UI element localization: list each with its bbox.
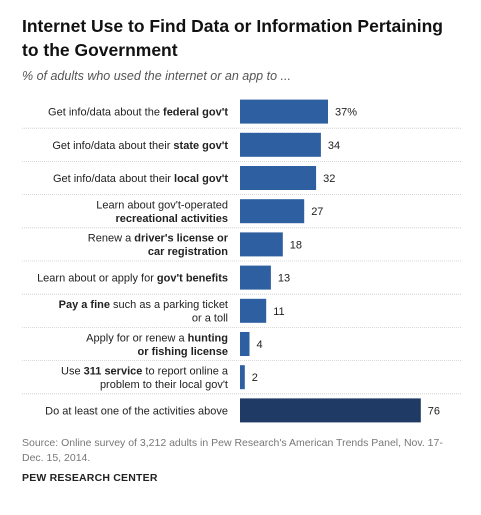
value-label: 37% bbox=[335, 107, 357, 119]
value-label: 2 bbox=[252, 372, 258, 384]
category-label-segment: gov't benefits bbox=[157, 273, 228, 285]
category-label-segment: or fishing license bbox=[138, 346, 228, 358]
category-label-segment: Get info/data about their bbox=[52, 140, 173, 152]
category-label-segment: to report online a bbox=[142, 366, 228, 378]
category-label-segment: recreational activities bbox=[115, 213, 228, 225]
bar bbox=[240, 133, 321, 157]
bar-row: Get info/data about their state gov't 34 bbox=[22, 133, 462, 162]
organization-name: PEW RESEARCH CENTER bbox=[22, 472, 158, 484]
category-label: Get info/data about the federal gov't bbox=[48, 107, 228, 119]
value-label: 32 bbox=[323, 173, 335, 185]
bar-row: Do at least one of the activities above 7… bbox=[45, 398, 440, 422]
bar bbox=[240, 332, 250, 356]
category-label: Get info/data about their local gov't bbox=[53, 173, 228, 185]
category-label-segment: Apply for or renew a bbox=[86, 332, 188, 344]
value-label: 76 bbox=[428, 405, 440, 417]
bar-row: Apply for or renew a hunting or fishing l… bbox=[22, 332, 462, 361]
category-label: Learn about gov't-operated recreational a… bbox=[96, 200, 228, 226]
bar-row: Use 311 service to report online a proble… bbox=[22, 365, 462, 394]
value-label: 34 bbox=[328, 140, 340, 152]
category-label: Use 311 service to report online a proble… bbox=[61, 366, 229, 392]
category-label-segment: Get info/data about the bbox=[48, 107, 163, 119]
bar bbox=[240, 100, 328, 124]
category-label-segment: hunting bbox=[188, 332, 228, 344]
category-label-segment: Get info/data about their bbox=[53, 173, 174, 185]
category-label-segment: Learn about or apply for bbox=[37, 273, 157, 285]
category-label-segment: driver's license or bbox=[134, 233, 228, 245]
bar bbox=[240, 199, 304, 223]
category-label: Pay a fine such as a parking ticket or a … bbox=[59, 299, 228, 325]
category-label-segment: or a toll bbox=[192, 313, 228, 325]
category-label-segment: 311 service bbox=[84, 366, 143, 378]
bar-chart: Get info/data about the federal gov't 37%… bbox=[0, 88, 481, 426]
category-label: Apply for or renew a hunting or fishing l… bbox=[86, 332, 228, 358]
bar-row: Get info/data about the federal gov't 37% bbox=[22, 100, 462, 129]
category-label-segment: problem to their local gov't bbox=[100, 379, 228, 391]
category-label-segment: state gov't bbox=[173, 140, 228, 152]
value-label: 27 bbox=[311, 206, 323, 218]
category-label-segment: car registration bbox=[148, 246, 228, 258]
bar bbox=[240, 365, 245, 389]
value-label: 11 bbox=[273, 306, 284, 318]
bar-row: Pay a fine such as a parking ticket or a … bbox=[22, 299, 462, 328]
source-note: Source: Online survey of 3,212 adults in… bbox=[22, 436, 462, 466]
category-label: Do at least one of the activities above bbox=[45, 405, 228, 417]
bar-row: Renew a driver's license or car registrat… bbox=[22, 232, 462, 261]
bar bbox=[240, 299, 266, 323]
category-label-segment: Do at least one of the activities above bbox=[45, 405, 228, 417]
bar bbox=[240, 166, 316, 190]
chart-title: Internet Use to Find Data or Information… bbox=[22, 14, 462, 62]
chart-subtitle: % of adults who used the internet or an … bbox=[22, 69, 291, 83]
category-label: Learn about or apply for gov't benefits bbox=[37, 273, 228, 285]
bar-row: Get info/data about their local gov't 32 bbox=[22, 166, 462, 195]
category-label-segment: such as a parking ticket bbox=[110, 299, 228, 311]
category-label-segment: Renew a bbox=[88, 233, 134, 245]
category-label-segment: Pay a fine bbox=[59, 299, 110, 311]
category-label-segment: local gov't bbox=[174, 173, 228, 185]
value-label: 18 bbox=[290, 239, 302, 251]
bar-row: Learn about or apply for gov't benefits 1… bbox=[22, 266, 462, 295]
category-label: Renew a driver's license or car registrat… bbox=[88, 233, 229, 259]
value-label: 4 bbox=[257, 339, 263, 351]
value-label: 13 bbox=[278, 273, 290, 285]
bar-row: Learn about gov't-operated recreational a… bbox=[22, 199, 462, 228]
category-label: Get info/data about their state gov't bbox=[52, 140, 228, 152]
category-label-segment: Use bbox=[61, 366, 84, 378]
bar bbox=[240, 266, 271, 290]
category-label-segment: Learn about gov't-operated bbox=[96, 200, 228, 212]
total-bar bbox=[240, 398, 421, 422]
category-label-segment: federal gov't bbox=[163, 107, 228, 119]
bar bbox=[240, 232, 283, 256]
